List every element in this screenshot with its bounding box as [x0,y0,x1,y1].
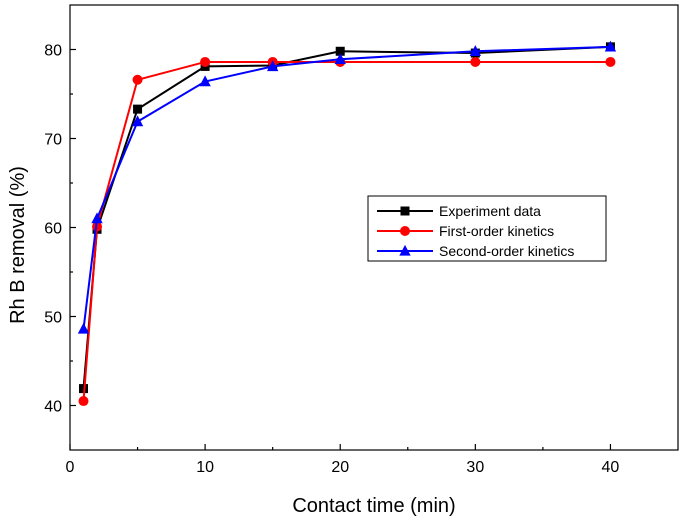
data-point-1-0 [78,396,89,407]
data-point-2-2 [131,115,144,127]
data-point-0-5 [335,46,345,56]
series-layer [77,40,617,407]
legend-label-0: Experiment data [439,203,541,219]
y-axis-title: Rh B removal (%) [7,166,29,324]
x-axis-title: Contact time (min) [292,495,455,517]
x-tick-label-1: 10 [196,459,214,476]
x-tick-label-0: 0 [66,459,75,476]
series-2 [77,40,617,334]
x-tick-label-4: 40 [602,459,620,476]
data-point-1-7 [605,56,616,67]
x-tick-label-3: 30 [466,459,484,476]
legend-label-1: First-order kinetics [439,223,554,239]
legend: Experiment data First-order kinetics Secon… [367,195,607,262]
legend-label-2: Second-order kinetics [439,243,574,259]
legend-item-1: First-order kinetics [377,223,554,239]
data-point-2-4 [266,60,279,72]
y-tick-label-2: 60 [44,221,62,238]
data-point-1-6 [470,56,481,67]
data-point-2-3 [199,75,211,87]
y-tick-label-1: 50 [44,310,62,327]
data-point-2-6 [469,45,482,56]
data-point-2-5 [334,53,346,64]
y-tick-label-4: 80 [44,43,62,60]
y-tick-label-3: 70 [44,132,62,149]
legend-marker-2 [399,244,411,256]
ticks-layer: 0 10 20 30 40 40 50 60 70 80 [44,43,619,477]
legend-item-2: Second-order kinetics [377,243,574,259]
legend-item-0: Experiment data [377,203,541,219]
data-point-1-3 [200,56,211,67]
data-point-2-7 [604,40,617,52]
data-point-2-1 [91,212,103,224]
data-point-1-2 [132,74,143,85]
legend-marker-1 [400,226,410,236]
data-point-2-0 [77,322,90,334]
x-tick-label-2: 20 [331,459,349,476]
legend-marker-0 [400,206,410,216]
series-line-2 [82,45,611,330]
y-tick-label-0: 40 [44,399,62,416]
data-point-0-2 [133,104,143,114]
